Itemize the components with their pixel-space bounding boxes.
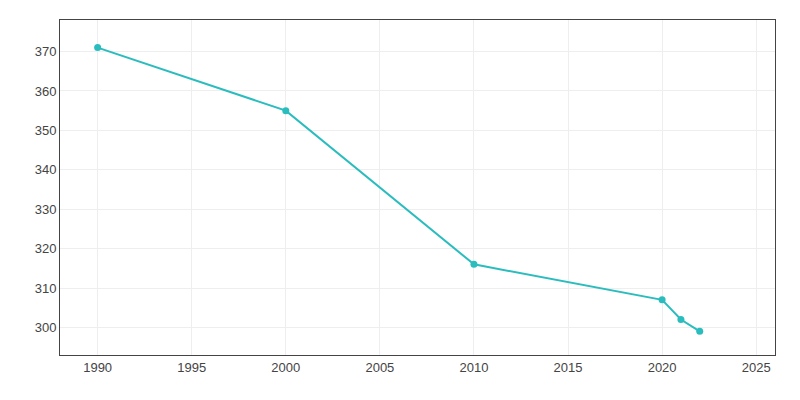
- svg-text:1990: 1990: [83, 360, 112, 375]
- svg-text:2025: 2025: [742, 360, 771, 375]
- svg-text:2020: 2020: [648, 360, 677, 375]
- svg-text:330: 330: [35, 202, 57, 217]
- svg-text:1995: 1995: [177, 360, 206, 375]
- svg-text:300: 300: [35, 320, 57, 335]
- svg-text:2015: 2015: [554, 360, 583, 375]
- svg-text:2010: 2010: [459, 360, 488, 375]
- svg-text:350: 350: [35, 123, 57, 138]
- svg-text:320: 320: [35, 241, 57, 256]
- svg-text:370: 370: [35, 44, 57, 59]
- svg-text:340: 340: [35, 162, 57, 177]
- svg-text:360: 360: [35, 83, 57, 98]
- svg-text:2005: 2005: [365, 360, 394, 375]
- svg-text:2000: 2000: [271, 360, 300, 375]
- svg-text:310: 310: [35, 281, 57, 296]
